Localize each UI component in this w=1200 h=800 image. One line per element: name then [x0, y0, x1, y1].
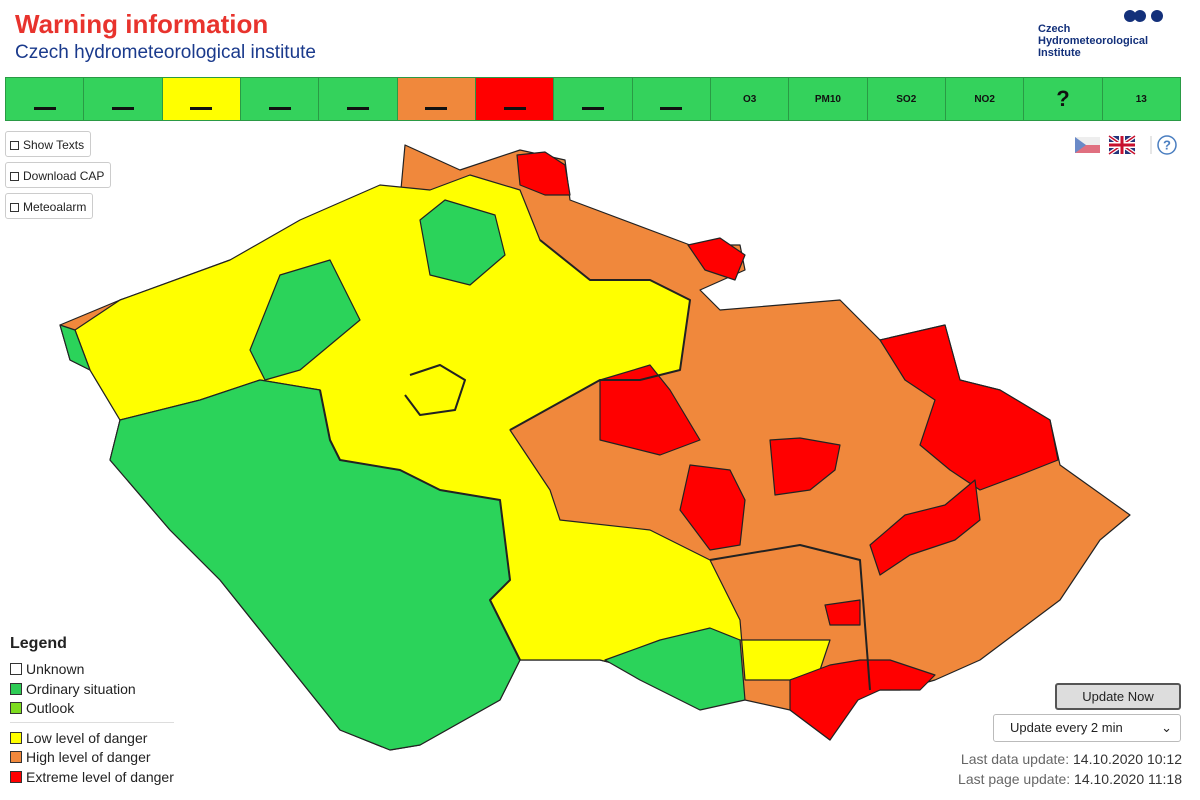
info-label: Last data update: [960, 751, 1070, 767]
region-extreme[interactable] [769, 437, 841, 496]
tab-icon: ? [1056, 86, 1070, 111]
region-ordinary[interactable] [249, 259, 361, 381]
legend-item: Extreme level of danger [10, 768, 174, 787]
toolbar-tab[interactable] [162, 78, 241, 120]
toolbar-tab[interactable]: O3 [710, 78, 790, 120]
tab-icon [346, 88, 369, 110]
legend-divider [10, 722, 174, 723]
region-extreme[interactable] [599, 364, 701, 456]
tab-icon [581, 88, 604, 110]
border-region [709, 544, 871, 691]
logo-text: Czech Hydrometeorological Institute [1038, 23, 1148, 59]
region-extreme[interactable] [679, 464, 746, 551]
title: Warning information [15, 9, 269, 39]
toolbar-tab[interactable] [554, 78, 633, 120]
legend-label: Outlook [26, 700, 75, 716]
update-now-button[interactable]: Update Now [1055, 683, 1181, 710]
button-label: Download CAP [23, 169, 105, 183]
legend-label: Unknown [26, 661, 85, 677]
subtitle: Czech hydrometeorological institute [15, 42, 316, 63]
toolbar-tab[interactable]: PM10 [789, 78, 868, 120]
update-info: Last data update: 14.10.2020 10:12 Last … [958, 749, 1182, 789]
info-value: 14.10.2020 10:12 [1073, 751, 1182, 767]
toolbar-tab[interactable]: ? [1024, 78, 1103, 120]
download-cap-button[interactable]: Download CAP [5, 162, 112, 188]
button-label: Update Now [1082, 689, 1154, 704]
region-extreme[interactable] [516, 151, 571, 196]
toolbar-tab[interactable] [319, 78, 398, 120]
legend-title: Legend [10, 635, 67, 652]
update-select[interactable]: Update every 2 min ⌄ [993, 714, 1181, 742]
tab-icon: O3 [742, 93, 757, 105]
tab-icon [190, 88, 213, 110]
flag-cz[interactable] [1075, 137, 1100, 153]
tab-icon: PM10 [814, 93, 841, 105]
legend-swatch [10, 751, 22, 763]
legend-item: Low level of danger [10, 729, 147, 748]
toolbar-tab[interactable]: NO2 [945, 78, 1025, 120]
legend-item: Outlook [10, 699, 74, 718]
legend-item: Unknown [10, 660, 84, 679]
meteoalarm-button[interactable]: Meteoalarm [5, 193, 94, 219]
legend-label: High level of danger [26, 749, 151, 765]
language-bar: ? [1075, 134, 1177, 156]
toolbar: O3 PM10 SO2 NO2? 13 [5, 77, 1181, 121]
border-region [319, 389, 521, 661]
tab-icon [660, 88, 683, 110]
tab-icon [268, 88, 291, 110]
legend-swatch [10, 663, 22, 675]
legend-label: Ordinary situation [26, 680, 136, 697]
legend-label: Low level of danger [26, 729, 148, 746]
legend-item: High level of danger [10, 748, 151, 767]
border-region [509, 239, 691, 431]
legend-swatch [10, 682, 22, 695]
help-text: ? [1163, 138, 1171, 153]
toolbar-tab[interactable] [240, 78, 320, 120]
logo-line: Czech [1038, 23, 1071, 35]
show-texts-button[interactable]: Show Texts [5, 131, 92, 157]
region-extreme[interactable] [824, 599, 861, 626]
legend-item: Ordinary situation [10, 680, 136, 699]
select-value: Update every 2 min [1010, 720, 1123, 735]
toolbar-tab[interactable] [632, 78, 711, 120]
tab-icon [33, 88, 56, 110]
border-prague [404, 364, 466, 416]
map [59, 144, 1131, 751]
flag-gb[interactable] [1107, 134, 1137, 156]
tab-icon: NO2 [974, 93, 995, 105]
legend-swatch [10, 731, 22, 744]
button-label: Meteoalarm [23, 200, 87, 214]
legend-swatch [10, 770, 22, 783]
toolbar-tab[interactable] [475, 78, 555, 120]
legend-label: Extreme level of danger [26, 768, 174, 785]
region-ordinary[interactable] [604, 627, 746, 711]
tab-icon [425, 88, 448, 110]
toolbar-tab[interactable] [6, 78, 85, 120]
region-ordinary[interactable] [59, 324, 91, 371]
region-extreme[interactable] [789, 659, 936, 741]
region-extreme[interactable] [869, 479, 981, 576]
info-label: Last page update: [958, 771, 1071, 787]
logo-line: Institute [1038, 47, 1081, 59]
tab-icon: SO2 [896, 93, 917, 105]
tab-icon [503, 88, 526, 110]
toolbar-tab[interactable]: 13 [1102, 78, 1180, 120]
toolbar-tab[interactable] [397, 78, 476, 120]
legend-swatch [10, 702, 22, 714]
toolbar-tab[interactable] [84, 78, 163, 120]
tab-icon: 13 [1135, 93, 1147, 105]
toolbar-tab[interactable]: SO2 [867, 78, 946, 120]
help-icon[interactable] [1157, 135, 1177, 155]
region-extreme[interactable] [687, 237, 746, 281]
tab-icon [111, 88, 134, 110]
button-label: Show Texts [23, 138, 85, 152]
region-extreme[interactable] [879, 324, 1059, 491]
region-ordinary[interactable] [419, 199, 506, 286]
logo-line: Hydrometeorological [1038, 35, 1149, 47]
logo-mark [1124, 10, 1163, 22]
info-value: 14.10.2020 11:18 [1074, 771, 1182, 787]
